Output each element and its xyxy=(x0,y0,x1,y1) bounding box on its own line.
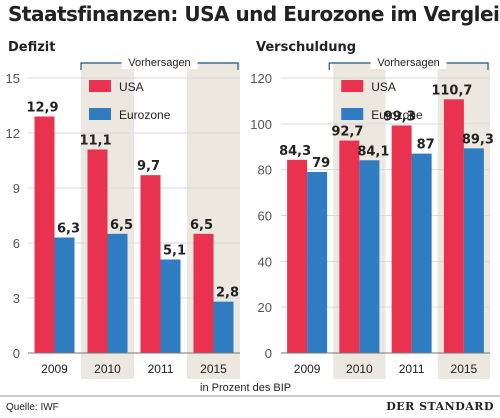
usa-bar xyxy=(34,116,55,353)
forecast-label: Vorhersagen xyxy=(128,57,190,69)
data-label: 84,3 xyxy=(279,144,311,159)
eurozone-bar xyxy=(463,148,484,353)
data-label: 6,5 xyxy=(190,218,213,233)
y-tick-label: 3 xyxy=(13,291,20,306)
eurozone-legend-swatch xyxy=(341,108,364,120)
eurozone-bar xyxy=(160,259,181,353)
usa-bar xyxy=(443,99,464,353)
legend-label: Eurozone xyxy=(119,108,171,122)
data-label: 12,9 xyxy=(26,101,58,116)
data-label: 6,3 xyxy=(57,222,80,237)
x-tick-label: 2015 xyxy=(451,362,478,376)
forecast-label: Vorhersagen xyxy=(377,57,439,69)
x-tick-label: 2011 xyxy=(148,362,174,376)
usa-bar xyxy=(193,233,214,353)
usa-bar xyxy=(391,125,412,353)
y-tick-label: 120 xyxy=(250,71,272,86)
eurozone-legend-swatch xyxy=(89,108,111,120)
y-tick-label: 15 xyxy=(6,71,20,86)
x-tick-label: 2011 xyxy=(399,362,425,376)
y-tick-label: 0 xyxy=(13,346,20,361)
legend-label: USA xyxy=(119,80,144,94)
data-label: 92,7 xyxy=(331,125,363,140)
y-tick-label: 100 xyxy=(250,117,272,132)
brand-logo: DER STANDARD xyxy=(386,400,494,413)
y-tick-label: 80 xyxy=(258,163,272,178)
eurozone-bar xyxy=(411,153,432,353)
x-tick-label: 2015 xyxy=(200,362,227,376)
page-title: Staatsfinanzen: USA und Eurozone im Verg… xyxy=(8,2,500,26)
legend-label: Eurozone xyxy=(371,108,423,122)
usa-bar xyxy=(87,149,108,353)
y-tick-label: 60 xyxy=(258,209,272,224)
data-label: 11,1 xyxy=(79,134,111,149)
eurozone-bar xyxy=(107,233,128,353)
data-label: 99,3 xyxy=(384,109,416,124)
panel-title: Defizit xyxy=(8,40,55,55)
data-label: 84,1 xyxy=(357,144,389,159)
data-label: 5,1 xyxy=(163,244,186,259)
forecast-label-bg xyxy=(370,55,447,69)
usa-legend-swatch xyxy=(89,80,111,92)
source-note: Quelle: IWF xyxy=(6,402,59,413)
eurozone-bar xyxy=(213,301,234,353)
y-tick-label: 6 xyxy=(13,236,20,251)
x-tick-label: 2009 xyxy=(294,362,321,376)
eurozone-bar xyxy=(54,237,75,353)
data-label: 2,8 xyxy=(216,286,239,301)
eurozone-bar xyxy=(359,160,380,353)
data-label: 89,3 xyxy=(462,132,494,147)
data-label: 9,7 xyxy=(137,159,160,174)
eurozone-bar xyxy=(307,171,328,353)
usa-legend-swatch xyxy=(341,80,364,92)
usa-bar xyxy=(339,140,360,353)
y-tick-label: 20 xyxy=(258,300,272,315)
panel-title: Verschuldung xyxy=(256,40,356,55)
usa-bar xyxy=(140,175,161,353)
data-label: 110,7 xyxy=(431,83,472,98)
forecast-label-bg xyxy=(121,55,198,69)
y-tick-label: 0 xyxy=(265,346,272,361)
unit-label: in Prozent des BIP xyxy=(200,382,292,394)
data-label: 79 xyxy=(312,156,330,171)
usa-bar xyxy=(287,159,308,353)
y-tick-label: 40 xyxy=(258,254,272,269)
data-label: 87 xyxy=(417,138,435,153)
x-tick-label: 2010 xyxy=(94,362,121,376)
legend-label: USA xyxy=(371,80,396,94)
x-tick-label: 2009 xyxy=(41,362,68,376)
x-tick-label: 2010 xyxy=(346,362,373,376)
y-tick-label: 9 xyxy=(13,181,20,196)
y-tick-label: 12 xyxy=(6,126,20,141)
data-label: 6,5 xyxy=(110,218,133,233)
